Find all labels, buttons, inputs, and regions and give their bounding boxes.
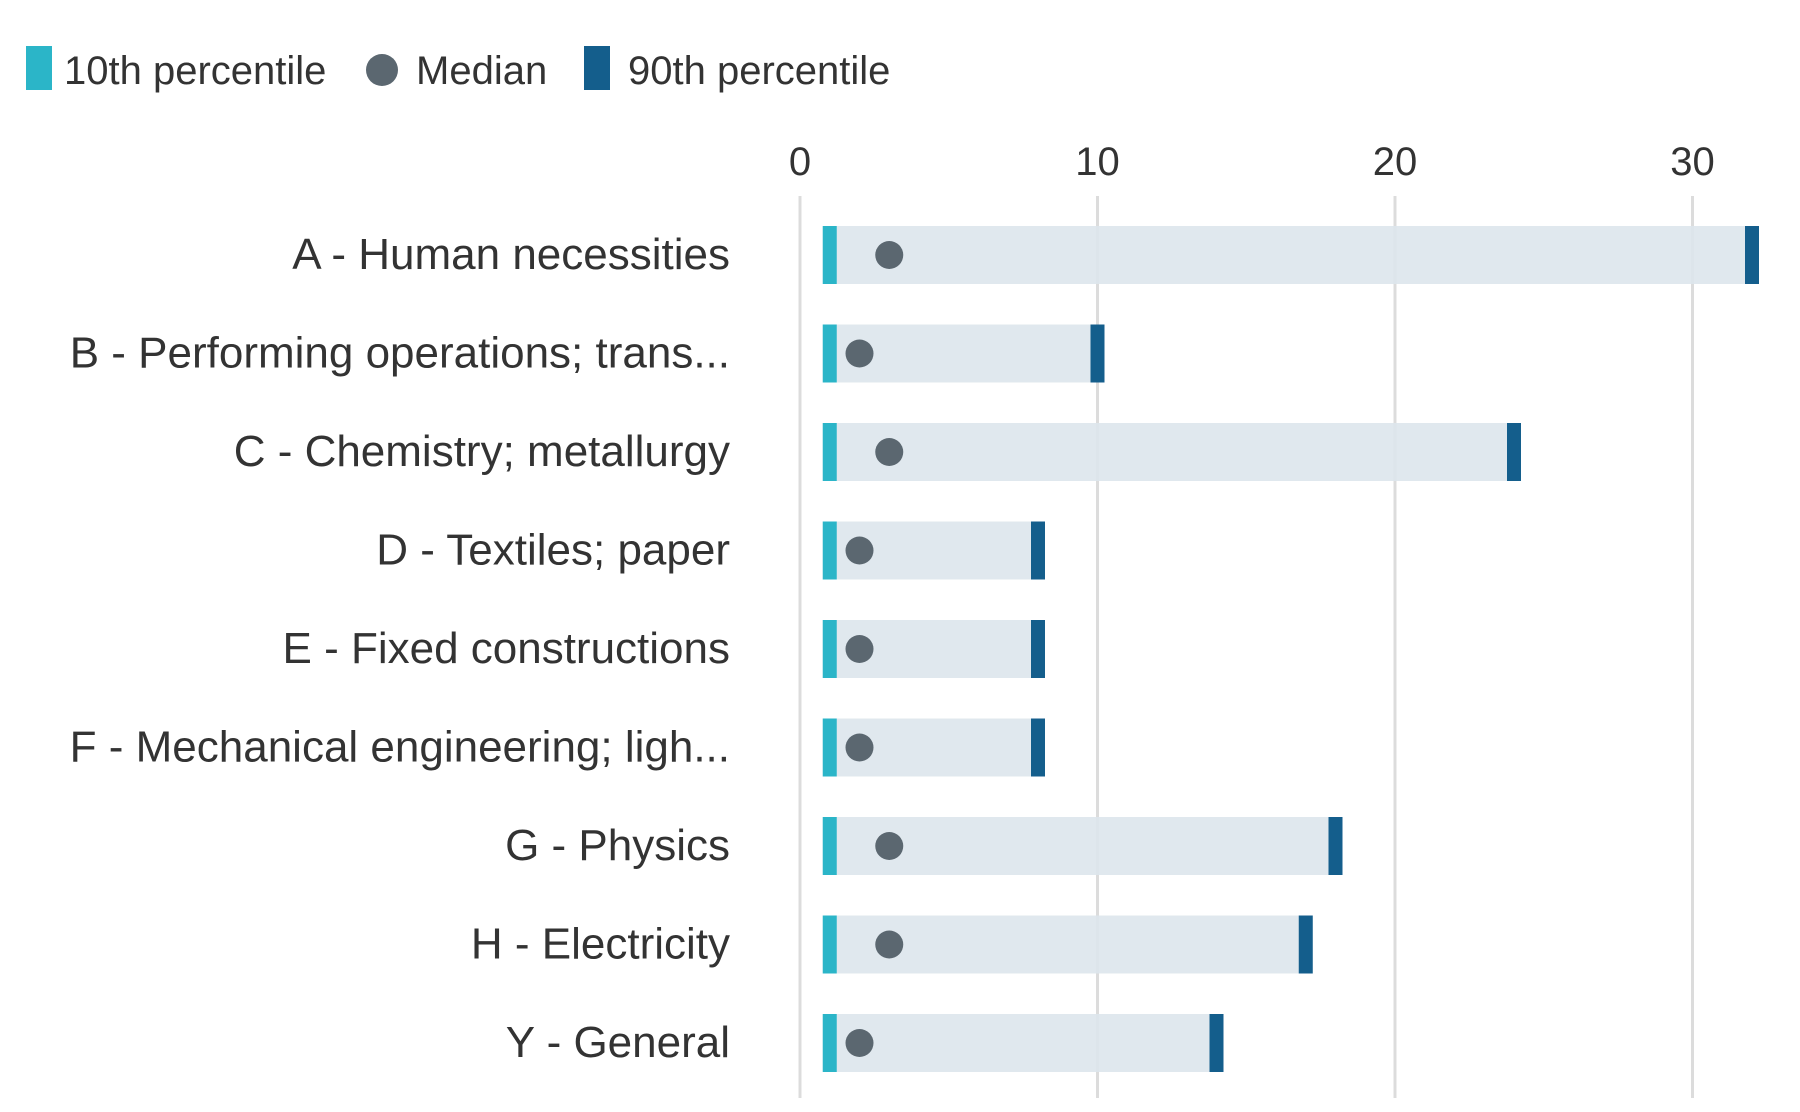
median-dot [846,537,874,565]
row-5: F - Mechanical engineering; ligh... [70,719,1045,777]
legend-label-p90: 90th percentile [628,49,890,93]
x-tick-label-20: 20 [1373,140,1418,184]
category-label: C - Chemistry; metallurgy [234,427,730,476]
p90-marker [1031,620,1045,678]
category-label: E - Fixed constructions [283,624,731,673]
p10-marker [823,817,837,875]
legend-swatch-p10 [26,46,52,90]
p10-marker [823,325,837,383]
category-label: Y - General [506,1018,730,1067]
row-6: G - Physics [505,817,1342,875]
median-dot [875,241,903,269]
p90-marker [1745,226,1759,284]
x-axis-ticks: 0 10 20 30 [789,140,1715,184]
p10-marker [823,226,837,284]
legend-label-median: Median [416,49,547,93]
row-1: B - Performing operations; trans... [70,325,1105,383]
median-dot [846,635,874,663]
p10-marker [823,620,837,678]
row-7: H - Electricity [471,916,1313,974]
row-0: A - Human necessities [292,226,1759,284]
category-label: G - Physics [505,821,730,870]
p10-marker [823,1014,837,1072]
category-label: F - Mechanical engineering; ligh... [70,723,730,772]
category-label: A - Human necessities [292,230,730,279]
legend-swatch-median [366,54,398,86]
chart-rows: A - Human necessities B - Performing oper… [70,226,1759,1072]
p90-marker [1507,423,1521,481]
p90-marker [1329,817,1343,875]
row-8: Y - General [506,1014,1224,1072]
median-dot [875,931,903,959]
p10-marker [823,916,837,974]
legend: 10th percentile Median 90th percentile [26,46,890,93]
range-bar [823,1014,1224,1072]
median-dot [846,734,874,762]
x-tick-label-10: 10 [1075,140,1120,184]
median-dot [875,832,903,860]
x-tick-label-30: 30 [1670,140,1715,184]
p90-marker [1091,325,1105,383]
p90-marker [1299,916,1313,974]
category-label: D - Textiles; paper [376,526,730,575]
p90-marker [1210,1014,1224,1072]
range-bar [823,226,1759,284]
category-label: B - Performing operations; trans... [70,329,730,378]
median-dot [875,438,903,466]
row-2: C - Chemistry; metallurgy [234,423,1521,481]
p10-marker [823,423,837,481]
median-dot [846,1029,874,1057]
x-tick-label-0: 0 [789,140,811,184]
p90-marker [1031,719,1045,777]
range-bar [823,423,1521,481]
category-label: H - Electricity [471,920,730,969]
p10-marker [823,719,837,777]
p90-marker [1031,522,1045,580]
median-dot [846,340,874,368]
row-3: D - Textiles; paper [376,522,1045,580]
legend-swatch-p90 [584,46,610,90]
row-4: E - Fixed constructions [283,620,1046,678]
legend-label-p10: 10th percentile [64,49,326,93]
p10-marker [823,522,837,580]
